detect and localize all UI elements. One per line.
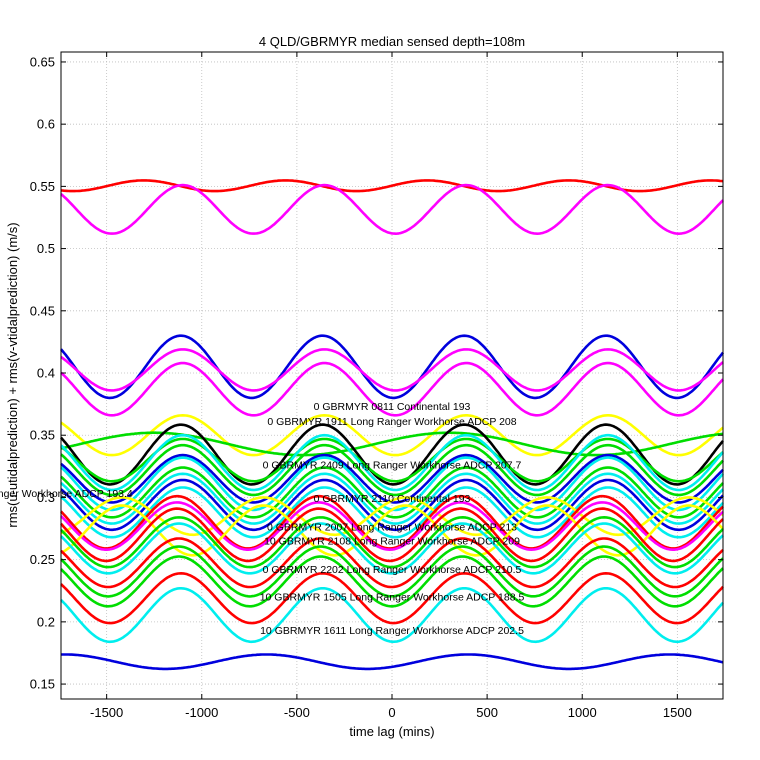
series-line-red-d: [60, 572, 724, 625]
series-annotation: YR 1411 Long Ranger Workhorse ADCP 193.4: [0, 488, 133, 500]
x-tick-label: 0: [388, 705, 395, 720]
series-line-green-f: [60, 545, 724, 598]
series-line-cyan-f: [60, 587, 724, 644]
series-line-blue-bottom: [61, 653, 724, 671]
y-tick-label: 0.5: [37, 241, 55, 256]
series-line-cyan-e: [60, 522, 724, 575]
series-annotation: 0 GBRMYR 1911 Long Ranger Workhorse ADCP…: [267, 416, 516, 428]
y-tick-label: 0.55: [30, 179, 55, 194]
series-line-blue-upper: [60, 334, 725, 400]
series-line-yellow-a: [60, 414, 724, 457]
series-line-black: [60, 423, 724, 486]
series-annotation: 0 GBRMYR 2110 Continental 193: [314, 493, 471, 505]
y-tick-label: 0.45: [30, 303, 55, 318]
series-line-blue-c: [60, 478, 724, 532]
series-line-green-c: [60, 443, 724, 497]
x-axis-label: time lag (mins): [349, 724, 434, 739]
series-annotation: 0 GBRMYR 2202 Long Ranger Workhorse ADCP…: [263, 564, 522, 576]
series-line-green-b: [60, 437, 724, 483]
axis-ticks: -1500 -1000 -500 0 500 1000 1500 0.15 0.2 0.25 0.3…: [30, 52, 723, 720]
x-tick-label: -500: [284, 705, 310, 720]
series-line-magenta-a: [60, 348, 724, 392]
series-layer: [60, 179, 725, 671]
series-line-green-e: [60, 516, 724, 569]
series-line-red-b: [60, 507, 724, 563]
series-line-yellow-b: [60, 496, 724, 537]
y-tick-label: 0.3: [37, 490, 55, 505]
y-tick-label: 0.6: [37, 117, 55, 132]
x-tick-label: 1000: [568, 705, 597, 720]
series-line-cyan-d: [60, 486, 724, 539]
y-tick-label: 0.65: [30, 54, 55, 69]
y-tick-label: 0.15: [30, 677, 55, 692]
series-line-cyan-c: [60, 472, 724, 525]
series-line-magenta-b: [60, 361, 724, 417]
series-line-red-c: [60, 537, 724, 589]
series-annotation: 0 GBRMYR 2007 Long Ranger Workhorse ADCP…: [267, 522, 517, 534]
series-line-yellow-c: [60, 504, 724, 557]
x-tick-label: -1500: [90, 705, 123, 720]
series-line-blue-b: [60, 453, 724, 504]
chart-title: 4 QLD/GBRMYR median sensed depth=108m: [259, 34, 525, 49]
x-tick-label: 1500: [663, 705, 692, 720]
y-axis-label: rms(u-utidalprediction) + rms(v-vtidalpr…: [5, 222, 20, 527]
series-annotation: 10 GBRMYR 1505 Long Ranger Workhorse ADC…: [260, 591, 525, 603]
series-annotation: 10 GBRMYR 2108 Long Ranger Workhorse ADC…: [264, 535, 520, 547]
series-annotation: 0 GBRMYR 2409 Long Ranger Workhorse ADCP…: [263, 459, 522, 471]
series-line-green-g: [60, 555, 724, 608]
series-annotation: 0 GBRMYR 0811 Continental 193: [314, 401, 471, 413]
y-tick-label: 0.4: [37, 366, 55, 381]
x-tick-label: 500: [476, 705, 498, 720]
series-line-magenta-c: [60, 501, 724, 551]
x-tick-label: -1000: [185, 705, 218, 720]
series-line-cyan-a: [60, 433, 724, 492]
series-line-red-top: [60, 179, 724, 193]
y-tick-label: 0.2: [37, 614, 55, 629]
series-line-magenta-top: [60, 183, 724, 235]
y-tick-label: 0.35: [30, 428, 55, 443]
series-line-green-d: [60, 466, 724, 519]
y-tick-label: 0.25: [30, 552, 55, 567]
annotation-layer: 0 GBRMYR 0811 Continental 193 0 GBRMYR 19…: [0, 401, 524, 637]
series-annotation: 10 GBRMYR 1611 Long Ranger Workhorse ADC…: [260, 625, 524, 637]
